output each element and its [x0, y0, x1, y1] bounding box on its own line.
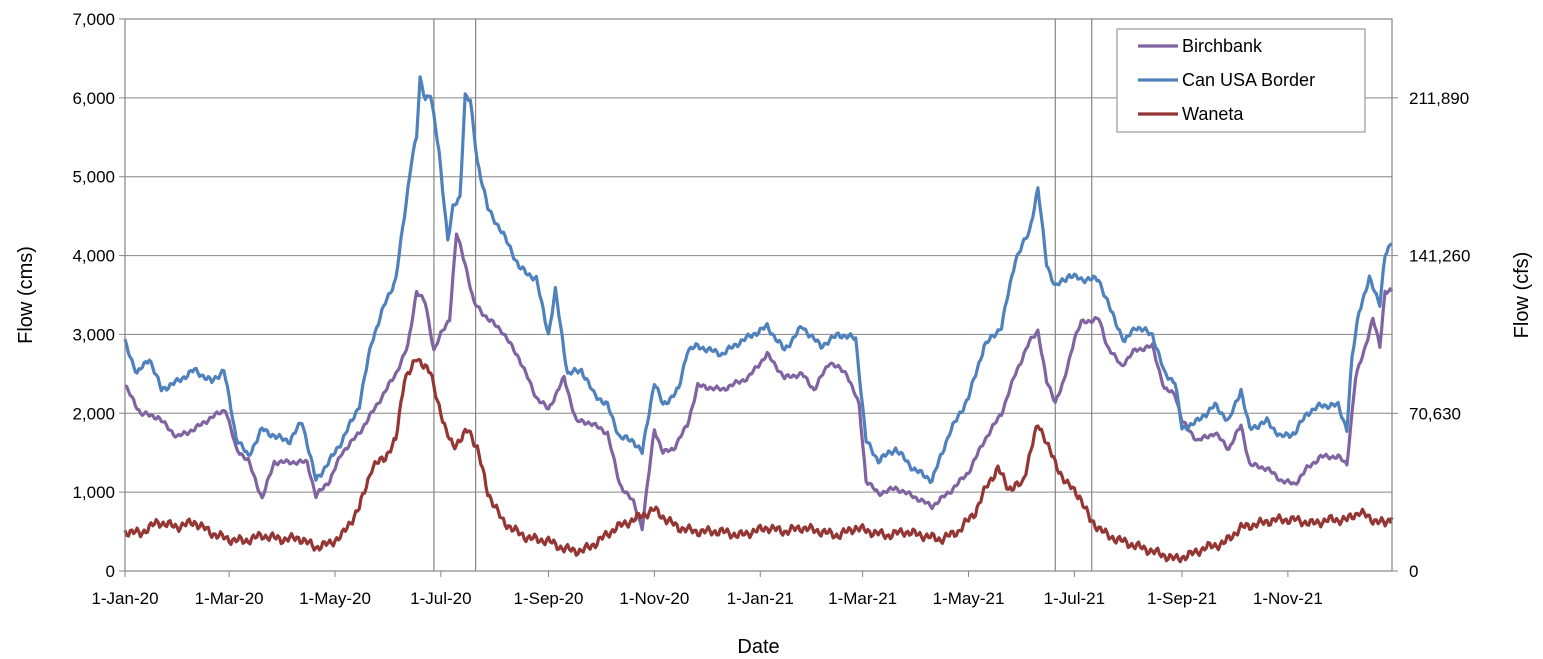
y-tick-label: 0 — [106, 562, 115, 581]
x-tick-label: 1-Nov-20 — [619, 589, 689, 608]
y-axis-left-ticks: 0 1,000 2,000 3,000 4,000 5,000 6,000 7,000 — [72, 10, 125, 581]
y2-axis-title: Flow (cfs) — [1511, 252, 1533, 339]
y2-tick-label: 141,260 — [1409, 247, 1470, 266]
y-tick-label: 4,000 — [72, 247, 115, 266]
series-line-waneta — [123, 358, 1394, 564]
x-tick-label: 1-Mar-21 — [828, 589, 897, 608]
gridlines — [125, 18, 1392, 572]
x-tick-label: 1-Nov-21 — [1253, 589, 1323, 608]
legend: Birchbank Can USA Border Waneta — [1116, 28, 1366, 133]
y2-tick-label: 0 — [1409, 562, 1418, 581]
x-tick-label: 1-Jan-20 — [91, 589, 158, 608]
y-tick-label: 5,000 — [72, 168, 115, 187]
y-axis-title: Flow (cms) — [15, 246, 37, 344]
x-tick-label: 1-Jan-21 — [727, 589, 794, 608]
y-tick-label: 7,000 — [72, 10, 115, 29]
y2-tick-label: 211,890 — [1409, 89, 1469, 108]
x-axis-title: Date — [737, 636, 779, 658]
y-tick-label: 2,000 — [72, 404, 115, 423]
x-tick-label: 1-Jul-20 — [410, 589, 471, 608]
x-tick-label: 1-Sep-20 — [514, 589, 584, 608]
x-axis-ticks: 1-Jan-20 1-Mar-20 1-May-20 1-Jul-20 1-Sep-20… — [91, 571, 1323, 608]
y2-tick-label: 70,630 — [1409, 404, 1461, 423]
vertical-reference-lines — [433, 19, 1093, 571]
y-tick-label: 3,000 — [72, 325, 115, 344]
series-line-can-usa-border — [123, 75, 1393, 485]
x-tick-label: 1-Jul-21 — [1044, 589, 1105, 608]
series-line-birchbank — [124, 232, 1394, 532]
y-axis-right-ticks: 0 70,630 141,260 211,890 — [1392, 89, 1470, 581]
x-tick-label: 1-May-21 — [933, 589, 1005, 608]
x-tick-label: 1-May-20 — [299, 589, 371, 608]
plot-frame — [124, 18, 1393, 572]
legend-label-can-usa-border: Can USA Border — [1182, 70, 1315, 90]
x-tick-label: 1-Mar-20 — [195, 589, 264, 608]
series-lines — [123, 75, 1394, 564]
x-tick-label: 1-Sep-21 — [1147, 589, 1217, 608]
legend-label-birchbank: Birchbank — [1182, 36, 1263, 56]
legend-label-waneta: Waneta — [1182, 104, 1244, 124]
y-tick-label: 6,000 — [72, 89, 115, 108]
y-tick-label: 1,000 — [72, 483, 115, 502]
